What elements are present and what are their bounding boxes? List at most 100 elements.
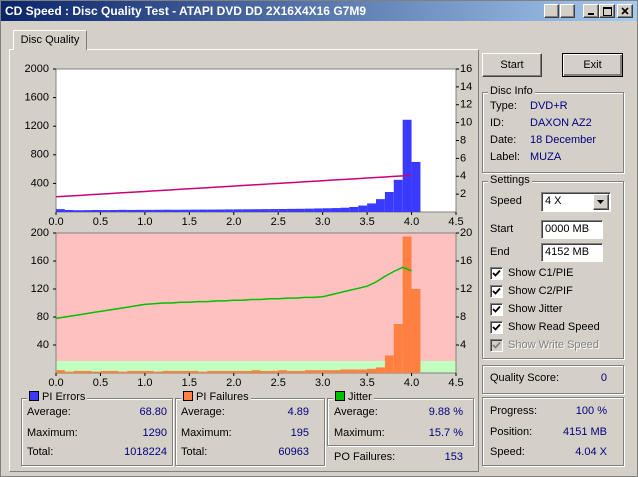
y-tick-label: 40 — [37, 339, 49, 351]
progress-label: Progress: — [490, 405, 538, 417]
score-label: Quality Score: — [490, 372, 560, 384]
x-tick-label: 2.0 — [226, 216, 241, 228]
bar — [376, 199, 385, 212]
bar — [296, 370, 305, 373]
check-mark — [492, 323, 501, 331]
y-tick-label: 200 — [31, 227, 49, 239]
minimize-button[interactable] — [583, 4, 599, 18]
good-zone — [56, 361, 456, 373]
bar — [189, 209, 199, 212]
bar — [340, 207, 350, 212]
y2-tick-label: 6 — [460, 152, 466, 164]
pi-errors-group: PI Errors — [21, 391, 173, 466]
bar — [251, 209, 261, 212]
plot-area — [55, 68, 457, 213]
dropdown-arrow[interactable] — [593, 194, 609, 210]
bar — [278, 370, 288, 373]
icon-button[interactable] — [560, 4, 575, 18]
y2-tick-label: 10 — [460, 117, 472, 129]
title-bar — [1, 1, 637, 21]
y-tick-label: 400 — [31, 177, 49, 189]
check-mark — [492, 269, 501, 277]
y-tick-label: 80 — [37, 311, 49, 323]
bar — [162, 209, 172, 212]
bar — [144, 209, 154, 212]
group-title: PI Errors — [42, 391, 86, 403]
start-button[interactable]: Start — [482, 53, 542, 77]
end-input[interactable]: 4152 MB — [541, 243, 603, 262]
bar — [82, 210, 92, 212]
bar — [64, 209, 74, 212]
bar — [127, 370, 136, 373]
maximize-button[interactable] — [599, 4, 615, 18]
bar — [73, 370, 83, 373]
y2-tick-label: 4 — [460, 170, 466, 182]
exit-button[interactable]: Exit — [562, 53, 623, 77]
close-button[interactable] — [617, 4, 633, 18]
bar — [376, 367, 385, 373]
x-tick-label: 0.0 — [48, 377, 63, 389]
start-input[interactable]: 0000 MB — [541, 220, 603, 239]
stat-label: Total: — [181, 446, 208, 458]
bar — [402, 236, 412, 373]
bar — [260, 370, 270, 373]
checkbox[interactable] — [490, 321, 503, 334]
bar — [296, 208, 305, 212]
checkbox-label: Show Write Speed — [508, 339, 599, 351]
y-tick-label: 800 — [31, 149, 49, 161]
checkbox[interactable] — [490, 267, 503, 280]
bar — [313, 370, 323, 373]
group-title: Jitter — [348, 391, 372, 403]
x-tick-label: 3.0 — [315, 216, 330, 228]
legend: PI Errors — [27, 391, 88, 403]
legend-swatch — [183, 391, 193, 401]
x-tick-label: 3.5 — [359, 216, 374, 228]
checkbox[interactable] — [490, 303, 503, 316]
speed-select[interactable]: 4 X — [541, 192, 611, 212]
bar — [153, 371, 163, 373]
select-value: 4 X — [545, 195, 562, 207]
y2-tick-label: 12 — [460, 283, 472, 295]
bar — [91, 209, 101, 212]
bar — [224, 370, 234, 373]
bar — [251, 370, 261, 373]
y-tick-label: 1600 — [25, 92, 49, 104]
checkbox[interactable] — [490, 285, 503, 298]
x-tick-label: 4.5 — [448, 377, 463, 389]
bar — [216, 209, 225, 212]
bar — [269, 370, 279, 373]
x-tick-label: 2.5 — [271, 216, 286, 228]
tab-panel — [9, 49, 479, 472]
icon-button[interactable] — [544, 4, 559, 18]
bar — [358, 205, 368, 212]
bar — [91, 371, 101, 373]
legend-swatch — [29, 391, 39, 401]
pi-failures-group: PI Failures — [175, 391, 325, 466]
info-value: DAXON AZ2 — [530, 117, 592, 129]
stat-label: Average: — [27, 406, 71, 418]
quality-score-box — [482, 365, 624, 394]
bar — [411, 289, 421, 373]
stat-label: Maximum: — [27, 427, 78, 439]
x-tick-label: 3.5 — [359, 377, 374, 389]
stat-label: Average: — [181, 406, 225, 418]
stat-label: Average: — [334, 406, 378, 418]
checkbox-label: Show Jitter — [508, 303, 563, 315]
info-value: MUZA — [530, 151, 562, 163]
x-tick-label: 0.5 — [93, 377, 108, 389]
bar — [224, 209, 234, 212]
bar — [393, 324, 403, 373]
stat-label: Maximum: — [181, 427, 232, 439]
bar — [109, 370, 119, 373]
check-mark — [492, 305, 501, 313]
bar — [100, 210, 110, 212]
bar — [340, 369, 350, 373]
bar — [118, 371, 128, 373]
bar — [189, 370, 199, 373]
checkbox-label: Show C1/PIE — [508, 267, 574, 279]
stat-value: 1290 — [142, 427, 167, 439]
score-value: 0 — [600, 372, 607, 384]
y-tick-label: 120 — [31, 283, 49, 295]
tab[interactable]: Disc Quality — [13, 30, 87, 50]
x-tick-label: 1.5 — [182, 377, 197, 389]
